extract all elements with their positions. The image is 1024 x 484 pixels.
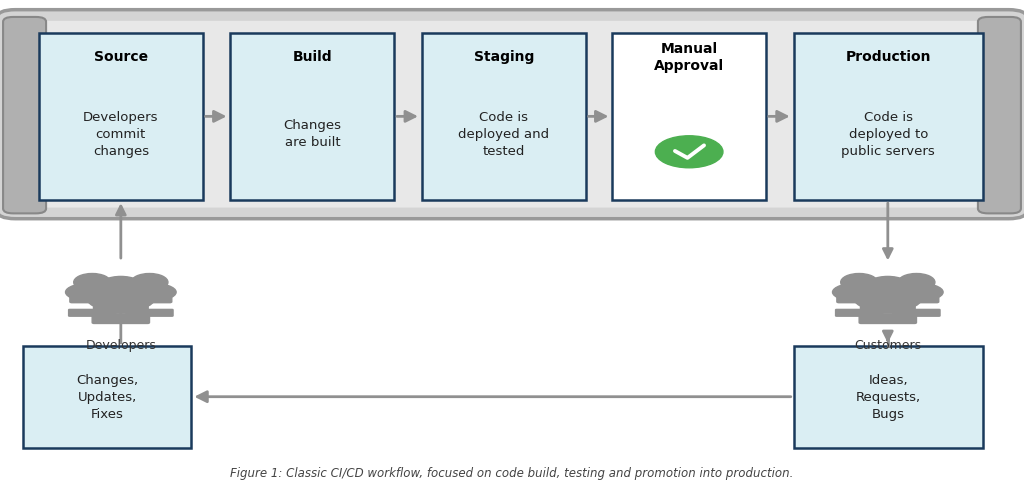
- Text: Developers
commit
changes: Developers commit changes: [83, 111, 159, 157]
- FancyBboxPatch shape: [126, 310, 173, 317]
- Text: Code is
deployed to
public servers: Code is deployed to public servers: [842, 111, 935, 157]
- FancyBboxPatch shape: [894, 291, 939, 303]
- Ellipse shape: [833, 283, 886, 302]
- FancyBboxPatch shape: [837, 291, 882, 303]
- FancyBboxPatch shape: [3, 18, 46, 214]
- FancyBboxPatch shape: [93, 298, 148, 313]
- Circle shape: [655, 136, 723, 168]
- FancyBboxPatch shape: [978, 18, 1021, 214]
- Circle shape: [865, 277, 910, 298]
- Text: Manual
Approval: Manual Approval: [654, 42, 724, 73]
- Circle shape: [898, 274, 935, 291]
- Circle shape: [131, 274, 168, 291]
- Ellipse shape: [123, 283, 176, 302]
- FancyBboxPatch shape: [422, 34, 586, 201]
- Circle shape: [74, 274, 111, 291]
- Text: Build: Build: [293, 50, 332, 64]
- Text: Ideas,
Requests,
Bugs: Ideas, Requests, Bugs: [856, 374, 921, 420]
- FancyBboxPatch shape: [23, 346, 191, 448]
- Text: Changes
are built: Changes are built: [284, 119, 341, 149]
- Text: Figure 1: Classic CI/CD workflow, focused on code build, testing and promotion i: Figure 1: Classic CI/CD workflow, focuse…: [230, 466, 794, 479]
- Ellipse shape: [854, 288, 922, 311]
- Text: Source: Source: [94, 50, 147, 64]
- FancyBboxPatch shape: [26, 22, 1004, 208]
- Ellipse shape: [890, 283, 943, 302]
- FancyBboxPatch shape: [39, 34, 203, 201]
- FancyBboxPatch shape: [893, 310, 940, 317]
- FancyBboxPatch shape: [794, 346, 983, 448]
- FancyBboxPatch shape: [69, 310, 116, 317]
- FancyBboxPatch shape: [92, 314, 150, 324]
- Text: Staging: Staging: [474, 50, 534, 64]
- FancyBboxPatch shape: [127, 291, 172, 303]
- FancyBboxPatch shape: [612, 34, 766, 201]
- FancyBboxPatch shape: [836, 310, 883, 317]
- Text: Code is
deployed and
tested: Code is deployed and tested: [459, 111, 549, 157]
- FancyBboxPatch shape: [230, 34, 394, 201]
- Text: Customers: Customers: [854, 339, 922, 352]
- Ellipse shape: [87, 288, 154, 311]
- Text: Developers: Developers: [85, 339, 157, 352]
- FancyBboxPatch shape: [860, 298, 915, 313]
- Text: Changes,
Updates,
Fixes: Changes, Updates, Fixes: [76, 374, 138, 420]
- FancyBboxPatch shape: [0, 11, 1024, 219]
- FancyBboxPatch shape: [70, 291, 115, 303]
- Ellipse shape: [66, 283, 119, 302]
- Text: Production: Production: [846, 50, 931, 64]
- Circle shape: [841, 274, 878, 291]
- FancyBboxPatch shape: [859, 314, 916, 324]
- FancyBboxPatch shape: [794, 34, 983, 201]
- Circle shape: [98, 277, 143, 298]
